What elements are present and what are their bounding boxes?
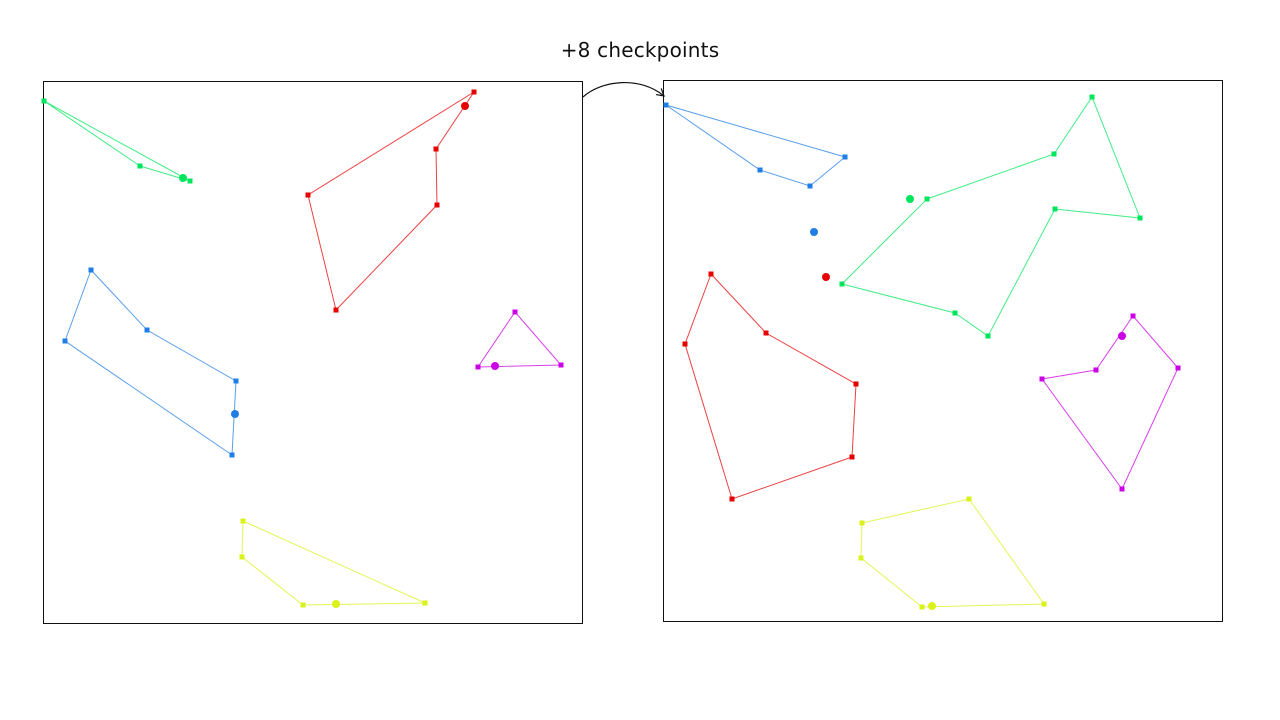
checkpoint-marker bbox=[229, 452, 235, 458]
checkpoint-marker bbox=[1137, 215, 1143, 221]
checkpoint-marker bbox=[807, 183, 813, 189]
checkpoint-marker bbox=[1051, 151, 1057, 157]
checkpoint-marker bbox=[1041, 601, 1047, 607]
car-position-dot bbox=[928, 602, 936, 610]
checkpoint-marker bbox=[858, 555, 864, 561]
transition-arrow bbox=[582, 82, 665, 98]
checkpoint-marker bbox=[952, 310, 958, 316]
checkpoint-marker bbox=[924, 196, 930, 202]
checkpoint-marker bbox=[422, 600, 428, 606]
after-track-2 bbox=[839, 94, 1143, 339]
checkpoint-marker bbox=[475, 364, 481, 370]
checkpoint-marker bbox=[187, 178, 193, 184]
car-position-dot bbox=[332, 600, 340, 608]
checkpoint-marker bbox=[137, 163, 143, 169]
checkpoint-marker bbox=[859, 520, 865, 526]
checkpoint-marker bbox=[1130, 313, 1136, 319]
before-track-2 bbox=[305, 89, 477, 313]
checkpoint-marker bbox=[966, 496, 972, 502]
checkpoint-marker bbox=[1089, 94, 1095, 100]
checkpoint-marker bbox=[239, 554, 245, 560]
checkpoint-marker bbox=[433, 146, 439, 152]
car-position-dot bbox=[822, 273, 830, 281]
before-track-5 bbox=[239, 518, 428, 608]
before-track-3 bbox=[62, 267, 239, 458]
before-track-4 bbox=[475, 309, 564, 370]
car-position-dot bbox=[906, 195, 914, 203]
car-position-dot bbox=[1118, 332, 1126, 340]
checkpoint-marker bbox=[512, 309, 518, 315]
after-panel-frame bbox=[663, 80, 1223, 622]
checkpoint-marker bbox=[144, 327, 150, 333]
checkpoint-change-caption: +8 checkpoints bbox=[560, 38, 720, 62]
checkpoint-marker bbox=[333, 307, 339, 313]
checkpoint-marker bbox=[233, 378, 239, 384]
checkpoint-marker bbox=[729, 496, 735, 502]
checkpoint-marker bbox=[849, 454, 855, 460]
after-track-3 bbox=[682, 271, 859, 502]
before-panel bbox=[41, 89, 564, 608]
checkpoint-marker bbox=[1039, 376, 1045, 382]
track-outline bbox=[860, 498, 1045, 608]
checkpoint-marker bbox=[763, 330, 769, 336]
checkpoint-marker bbox=[682, 341, 688, 347]
car-position-dot bbox=[231, 410, 239, 418]
checkpoint-marker bbox=[842, 154, 848, 160]
car-position-dot bbox=[179, 174, 187, 182]
checkpoint-marker bbox=[853, 381, 859, 387]
track-outline bbox=[1041, 315, 1179, 490]
after-track-1 bbox=[663, 102, 848, 236]
track-outline bbox=[64, 269, 237, 456]
checkpoint-marker bbox=[1052, 206, 1058, 212]
after-track-4 bbox=[1039, 313, 1181, 492]
after-track-5 bbox=[858, 496, 1047, 610]
checkpoint-marker bbox=[757, 167, 763, 173]
checkpoint-marker bbox=[240, 518, 246, 524]
checkpoint-marker bbox=[1093, 367, 1099, 373]
checkpoint-marker bbox=[663, 102, 669, 108]
checkpoint-marker bbox=[88, 267, 94, 273]
car-position-dot bbox=[810, 228, 818, 236]
checkpoint-marker bbox=[839, 281, 845, 287]
car-position-dot bbox=[491, 362, 499, 370]
track-outline bbox=[43, 100, 191, 182]
checkpoint-marker bbox=[41, 98, 47, 104]
checkpoint-marker bbox=[1119, 486, 1125, 492]
checkpoint-marker bbox=[300, 602, 306, 608]
checkpoint-marker bbox=[1175, 365, 1181, 371]
checkpoint-marker bbox=[985, 333, 991, 339]
checkpoint-marker bbox=[708, 271, 714, 277]
checkpoint-marker bbox=[434, 202, 440, 208]
checkpoint-marker bbox=[62, 338, 68, 344]
before-track-1 bbox=[41, 98, 193, 184]
car-position-dot bbox=[461, 102, 469, 110]
checkpoint-marker bbox=[558, 362, 564, 368]
checkpoint-marker bbox=[471, 89, 477, 95]
checkpoint-marker bbox=[305, 192, 311, 198]
before-panel-frame bbox=[43, 81, 583, 624]
track-outline bbox=[307, 91, 475, 312]
track-outline bbox=[477, 311, 563, 368]
after-panel bbox=[663, 94, 1181, 610]
checkpoint-marker bbox=[919, 604, 925, 610]
